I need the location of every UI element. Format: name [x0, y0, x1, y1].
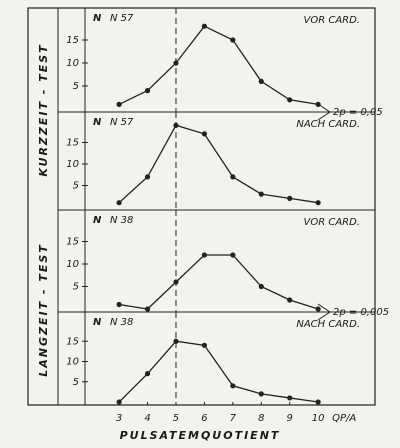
- data-point: [258, 191, 264, 197]
- y-tick-label: 15: [66, 237, 79, 248]
- y-tick-label: 15: [66, 35, 79, 46]
- x-unit: QP/A: [332, 413, 356, 424]
- data-point: [287, 195, 293, 201]
- y-tick-label: 5: [73, 377, 79, 388]
- data-point: [258, 283, 264, 290]
- x-tick-label: 5: [173, 413, 179, 424]
- y-tick-label: 10: [66, 357, 79, 368]
- data-line: [118, 340, 319, 403]
- data-line: [118, 25, 319, 106]
- annotation-bracket: [317, 303, 331, 313]
- data-point: [173, 122, 179, 128]
- condition-label: VOR CARD.: [304, 15, 361, 26]
- annotation-bracket: [317, 311, 331, 321]
- condition-label: NACH CARD.: [296, 119, 360, 130]
- data-point: [230, 252, 236, 258]
- data-line: [118, 124, 319, 204]
- x-tick-label: 7: [230, 413, 237, 424]
- data-point: [116, 200, 122, 206]
- data-point: [287, 297, 293, 303]
- data-point: [230, 174, 236, 180]
- left-label: LANGZEIT - TEST: [37, 243, 50, 377]
- y-tick-label: 5: [73, 181, 79, 192]
- data-point: [116, 301, 122, 308]
- data-point: [144, 371, 151, 377]
- x-tick-label: 3: [116, 413, 122, 424]
- annotation-bracket: [317, 111, 331, 121]
- y-tick-label: 10: [66, 259, 79, 270]
- data-point: [258, 391, 264, 397]
- x-tick-label: 10: [312, 413, 325, 424]
- data-point: [173, 60, 179, 66]
- data-point: [201, 131, 208, 137]
- y-axis-label: N: [93, 13, 102, 24]
- x-tick-label: 9: [287, 413, 293, 424]
- y-tick-label: 10: [66, 58, 79, 69]
- data-point: [315, 101, 321, 107]
- data-point: [230, 37, 236, 43]
- data-point: [258, 78, 264, 84]
- y-tick-label: 15: [66, 336, 79, 347]
- x-axis-title: PULSATEMQUOTIENT: [120, 429, 281, 442]
- data-point: [116, 101, 122, 107]
- data-point: [201, 342, 208, 348]
- panel-label: N 38: [110, 317, 133, 328]
- data-point: [144, 88, 151, 94]
- data-point: [201, 252, 208, 258]
- condition-label: VOR CARD.: [304, 217, 361, 228]
- left-label: KURZZEIT - TEST: [37, 43, 50, 176]
- data-point: [116, 399, 122, 405]
- data-point: [201, 23, 208, 29]
- data-line: [119, 254, 319, 310]
- data-point: [315, 200, 321, 206]
- frame: [27, 7, 376, 406]
- y-tick-label: 5: [73, 282, 79, 293]
- y-axis-label: N: [93, 317, 102, 328]
- data-point: [287, 395, 293, 401]
- data-point: [144, 174, 151, 180]
- panel-label: N 38: [110, 215, 133, 226]
- panel-label: N 57: [110, 13, 134, 24]
- y-axis-label: N: [93, 215, 102, 226]
- panel-label: N 57: [110, 117, 134, 128]
- x-tick-label: 4: [144, 413, 150, 424]
- data-point: [173, 338, 179, 344]
- condition-label: NACH CARD.: [296, 319, 360, 330]
- y-tick-label: 5: [73, 81, 79, 92]
- y-tick-label: 15: [66, 138, 79, 149]
- data-point: [287, 97, 293, 103]
- x-tick-label: 6: [201, 413, 207, 424]
- data-point: [315, 399, 321, 405]
- y-tick-label: 10: [66, 159, 79, 170]
- data-point: [144, 306, 151, 312]
- data-point: [315, 306, 321, 312]
- data-point: [230, 383, 236, 389]
- data-point: [173, 279, 179, 285]
- y-axis-label: N: [93, 117, 102, 128]
- x-tick-label: 8: [258, 413, 264, 424]
